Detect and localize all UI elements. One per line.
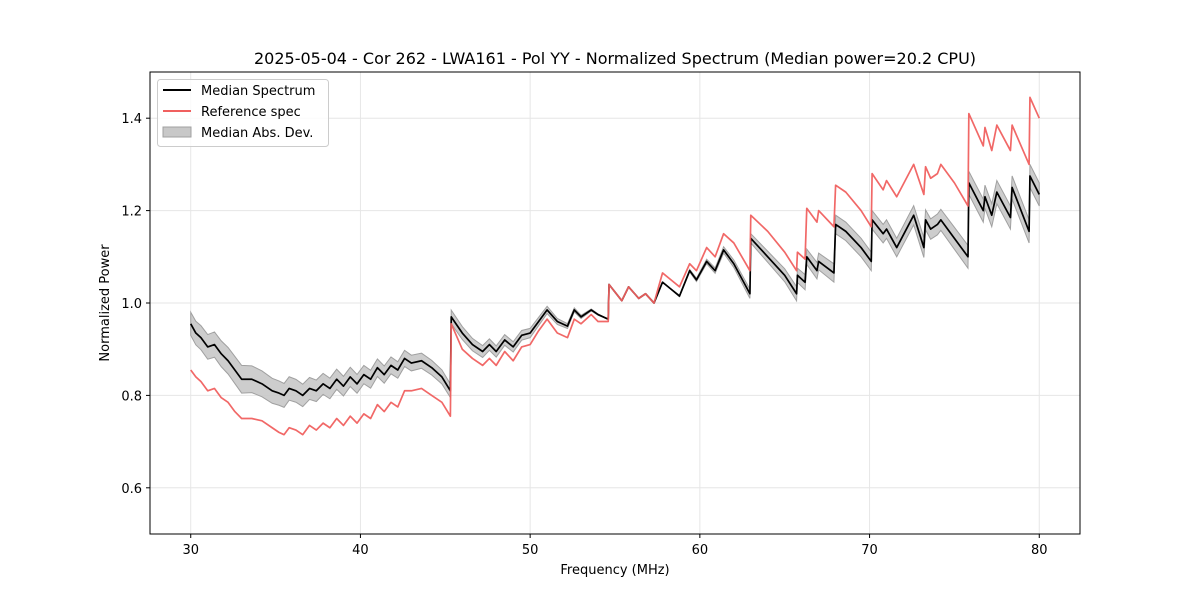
mad-band (190, 164, 1040, 408)
y-tick-label: 0.8 (121, 389, 142, 404)
x-axis-ticks: 30 40 50 60 70 80 (182, 534, 1048, 558)
legend-swatch-median-abs-dev (162, 126, 192, 138)
chart-title: 2025-05-04 - Cor 262 - LWA161 - Pol YY -… (254, 49, 976, 68)
legend-label-median-abs-dev: Median Abs. Dev. (201, 126, 313, 141)
series-layer (189, 96, 1041, 436)
legend-box (157, 79, 329, 147)
reference-spec-line (190, 96, 1041, 436)
y-axis-label: Normalized Power (98, 244, 113, 362)
y-tick-label: 1.4 (121, 112, 142, 127)
x-tick-label: 60 (692, 543, 709, 558)
x-tick-label: 30 (182, 543, 199, 558)
x-axis-label: Frequency (MHz) (560, 563, 669, 578)
mad-band-layer (190, 164, 1040, 408)
median-spectrum-line (189, 175, 1041, 397)
y-axis-ticks: 0.6 0.8 1.0 1.2 1.4 (121, 112, 150, 497)
y-tick-label: 1.2 (121, 205, 142, 220)
x-tick-label: 40 (352, 543, 369, 558)
y-tick-label: 1.0 (121, 297, 142, 312)
legend-label-reference-spec: Reference spec (201, 105, 301, 120)
x-tick-label: 50 (522, 543, 539, 558)
x-tick-label: 70 (861, 543, 878, 558)
legend: Median Spectrum Reference spec Median Ab… (157, 79, 329, 147)
legend-label-median-spectrum: Median Spectrum (201, 84, 315, 99)
x-tick-label: 80 (1031, 543, 1048, 558)
y-tick-label: 0.6 (121, 482, 142, 497)
